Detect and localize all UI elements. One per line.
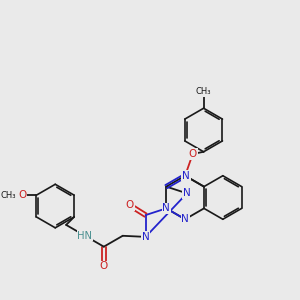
Text: N: N — [142, 232, 149, 242]
Text: N: N — [182, 171, 190, 181]
Text: CH₃: CH₃ — [196, 87, 212, 96]
Text: N: N — [181, 214, 189, 224]
Text: N: N — [183, 188, 191, 198]
Text: CH₃: CH₃ — [0, 191, 16, 200]
Text: O: O — [100, 261, 108, 271]
Text: N: N — [162, 203, 170, 213]
Text: O: O — [126, 200, 134, 210]
Text: O: O — [189, 149, 197, 159]
Text: O: O — [18, 190, 26, 200]
Text: HN: HN — [77, 231, 92, 241]
